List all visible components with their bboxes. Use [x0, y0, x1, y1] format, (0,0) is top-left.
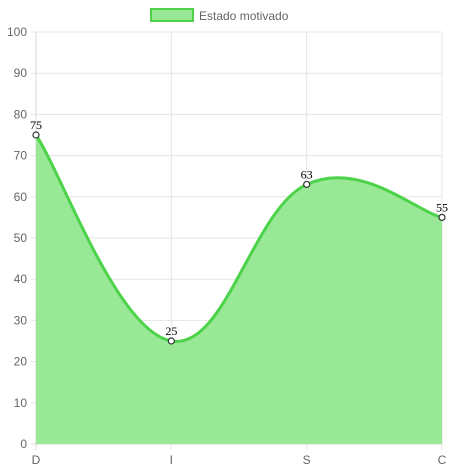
legend-swatch	[150, 8, 194, 22]
y-tick-label: 40	[14, 272, 28, 286]
data-labels: 75 25 63 55	[30, 118, 448, 338]
y-axis-tick-labels: 0 10 20 30 40 50 60 70 80 90 100	[7, 25, 27, 451]
y-tick-label: 90	[14, 66, 28, 80]
series-line	[34, 134, 443, 343]
y-tick-label: 80	[14, 107, 28, 121]
data-point	[438, 213, 446, 221]
data-point	[303, 180, 311, 189]
legend-label: Estado motivado	[199, 9, 289, 23]
y-tick-label: 50	[14, 231, 28, 245]
data-point	[167, 337, 175, 345]
y-tick-label: 0	[20, 437, 27, 451]
y-tick-label: 100	[7, 25, 27, 39]
y-tick-label: 10	[14, 396, 28, 410]
data-point	[32, 131, 40, 139]
x-tick-label: I	[170, 453, 173, 467]
area-fill	[36, 135, 442, 444]
data-label: 75	[30, 118, 42, 132]
x-tick-label: D	[32, 453, 41, 467]
data-label: 55	[436, 200, 448, 214]
y-tick-label: 60	[14, 190, 28, 204]
x-tick-label: S	[303, 453, 311, 467]
y-tick-label: 70	[14, 149, 28, 163]
data-points	[32, 131, 446, 345]
legend[interactable]: Estado motivado	[150, 8, 289, 23]
x-tick-label: C	[438, 453, 447, 467]
data-label: 63	[301, 167, 313, 181]
data-label: 25	[165, 324, 177, 338]
series-area	[34, 134, 443, 444]
y-tick-label: 20	[14, 355, 28, 369]
y-tick-label: 30	[14, 313, 28, 327]
